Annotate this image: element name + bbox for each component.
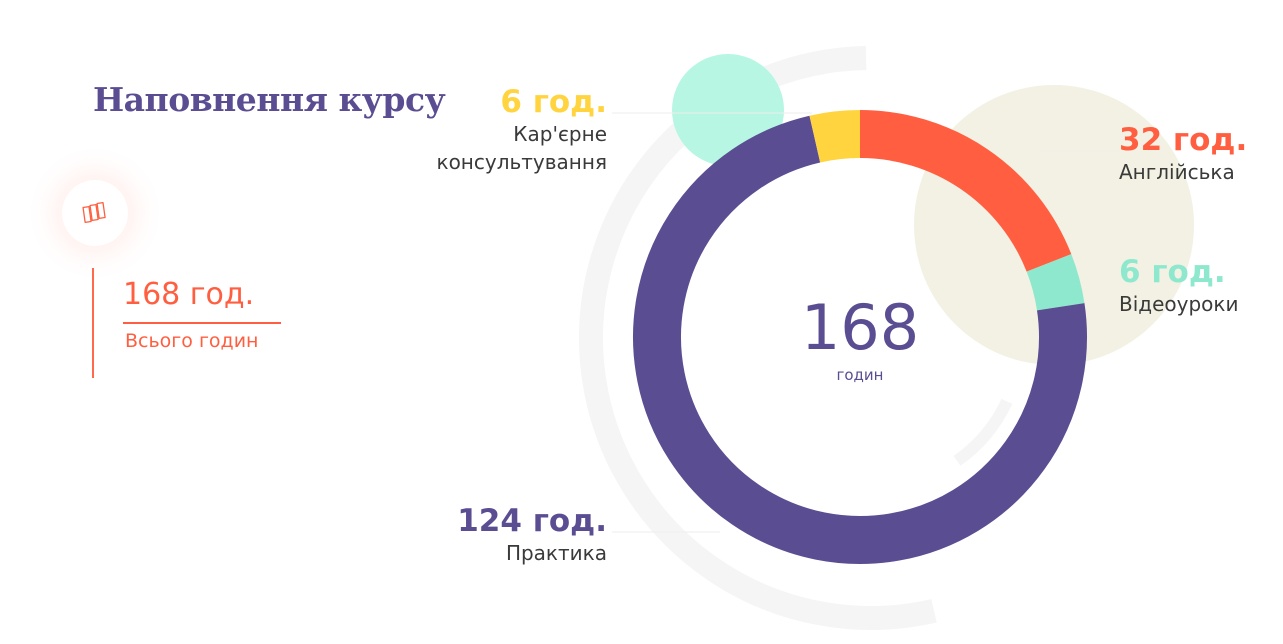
label-video-value: 6 год. [1119, 254, 1226, 290]
label-practice-value: 124 год. [457, 503, 607, 539]
donut-slices [633, 110, 1087, 564]
label-career-name: Кар'єрне консультування [436, 122, 607, 174]
label-video: 6 год. Відеоуроки [1119, 254, 1239, 318]
donut-slice-1 [1026, 254, 1085, 311]
decor-grey-tail [953, 398, 1013, 466]
label-career: 6 год. Кар'єрне консультування [417, 84, 607, 176]
summary-vertical-line [92, 268, 94, 378]
label-career-value: 6 год. [500, 84, 607, 120]
label-video-name: Відеоуроки [1119, 292, 1239, 316]
donut-slice-2 [633, 115, 1087, 564]
books-icon [82, 202, 106, 223]
center-total-value: 168 [800, 291, 920, 364]
center-total-unit: годин [836, 366, 884, 384]
label-practice: 124 год. Практика [457, 503, 607, 567]
donut-slice-3 [809, 110, 861, 163]
page-title: Наповнення курсу [93, 80, 446, 119]
label-english: 32 год. Англійська [1119, 122, 1247, 186]
label-english-name: Англійська [1119, 160, 1235, 184]
total-hours-value: 168 год. [123, 277, 255, 312]
donut-slice-0 [859, 110, 1072, 273]
total-hours-label: Всього годин [125, 330, 259, 352]
label-english-value: 32 год. [1119, 122, 1248, 158]
summary-icon-badge [62, 180, 128, 246]
total-hours-underline [123, 322, 281, 324]
label-practice-name: Практика [505, 541, 607, 565]
